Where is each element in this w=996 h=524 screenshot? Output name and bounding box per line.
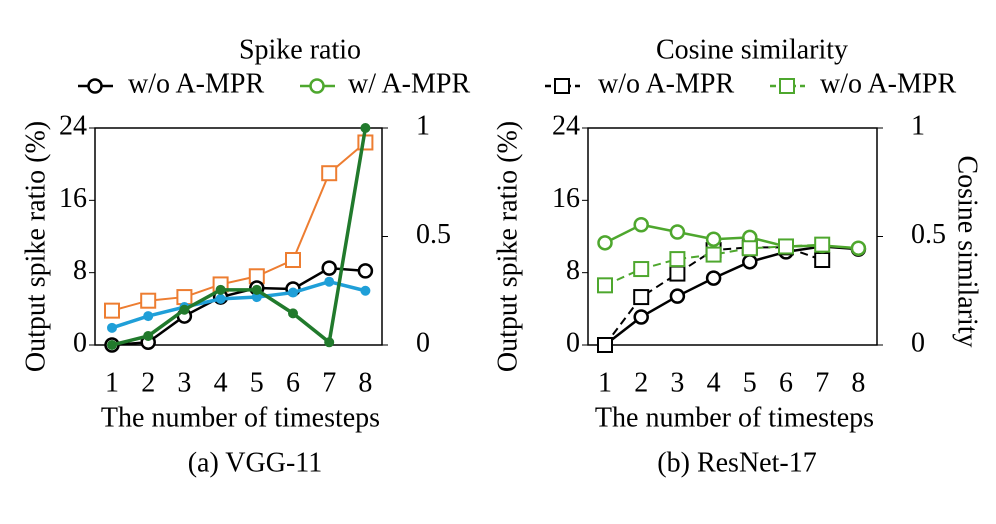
plot-frame — [587, 127, 878, 346]
x-tick-label: 5 — [743, 367, 757, 398]
x-axis-label: The number of timesteps — [595, 402, 874, 433]
marker — [309, 78, 325, 94]
marker — [360, 285, 371, 296]
marker — [705, 246, 722, 263]
marker — [288, 287, 298, 298]
marker — [850, 240, 867, 257]
x-tick-label: 3 — [177, 367, 191, 398]
y-tick-label: 0 — [73, 327, 87, 358]
y2-axis-label: Cosine similarity — [952, 155, 983, 347]
marker — [669, 265, 686, 282]
legend-title: Cosine similarity — [656, 34, 848, 65]
x-axis-label: The number of timesteps — [101, 402, 380, 433]
y2-tick-label: 1 — [911, 110, 925, 141]
marker — [104, 302, 120, 319]
marker — [179, 304, 190, 315]
y2-tick-label: 0.5 — [911, 219, 946, 250]
marker — [324, 276, 335, 287]
y-tick-label: 0 — [566, 327, 580, 358]
marker — [215, 293, 226, 304]
marker — [554, 78, 570, 94]
marker — [814, 236, 831, 253]
marker — [288, 308, 298, 319]
y2-tick-label: 0 — [911, 327, 925, 358]
marker — [742, 254, 758, 270]
x-tick-label: 8 — [851, 367, 865, 398]
y-tick-label: 24 — [59, 110, 87, 141]
marker — [107, 340, 117, 350]
marker — [669, 288, 686, 304]
chart-title: (a) VGG-11 — [188, 447, 323, 478]
marker — [143, 330, 154, 341]
x-tick-label: 7 — [322, 367, 336, 398]
marker — [321, 165, 338, 182]
marker — [140, 292, 157, 309]
marker — [597, 337, 613, 353]
marker — [778, 238, 794, 255]
marker — [705, 231, 722, 247]
x-tick-label: 2 — [141, 367, 155, 398]
marker — [705, 270, 722, 286]
marker — [633, 216, 649, 233]
legend-label: w/o A-MPR — [598, 68, 734, 99]
marker — [633, 309, 649, 325]
y2-tick-label: 1 — [416, 110, 430, 141]
marker — [669, 224, 686, 240]
marker — [251, 292, 262, 303]
x-tick-label: 1 — [598, 367, 612, 398]
marker — [251, 284, 262, 295]
legend-title: Spike ratio — [239, 34, 361, 65]
marker — [107, 322, 117, 333]
marker — [215, 284, 226, 295]
marker — [633, 289, 650, 306]
legend-label: w/ A-MPR — [348, 68, 470, 99]
x-tick-label: 3 — [670, 367, 684, 398]
marker — [360, 123, 371, 133]
x-tick-label: 5 — [250, 367, 264, 398]
chart-title: (b) ResNet-17 — [657, 447, 816, 478]
marker — [321, 260, 337, 276]
marker — [176, 289, 193, 306]
marker — [814, 252, 831, 269]
y2-tick-label: 0 — [416, 327, 430, 358]
marker — [324, 337, 335, 348]
marker — [633, 261, 650, 278]
marker — [669, 251, 686, 268]
marker — [87, 78, 103, 94]
y-axis-label: Output spike ratio (%) — [492, 121, 523, 372]
y-tick-label: 8 — [73, 255, 87, 286]
marker — [357, 263, 374, 279]
series-line — [111, 127, 368, 347]
marker — [597, 235, 613, 251]
marker — [143, 311, 154, 322]
x-tick-label: 4 — [707, 367, 721, 398]
y-tick-label: 8 — [566, 255, 580, 286]
y-tick-label: 16 — [552, 183, 580, 214]
plot-frame — [94, 127, 383, 346]
x-tick-label: 7 — [815, 367, 829, 398]
marker — [597, 277, 613, 294]
x-tick-label: 4 — [214, 367, 228, 398]
y-axis-label: Output spike ratio (%) — [20, 121, 51, 372]
legend-label: w/o A-MPR — [820, 68, 956, 99]
marker — [285, 252, 301, 269]
y2-tick-label: 0.5 — [416, 219, 451, 250]
marker — [741, 240, 758, 257]
y-tick-label: 24 — [552, 110, 580, 141]
x-tick-label: 2 — [634, 367, 648, 398]
marker — [779, 78, 795, 94]
x-tick-label: 8 — [358, 367, 372, 398]
y-tick-label: 16 — [59, 183, 87, 214]
x-tick-label: 6 — [286, 367, 300, 398]
legend-label: w/o A-MPR — [128, 68, 264, 99]
x-tick-label: 6 — [779, 367, 793, 398]
x-tick-label: 1 — [105, 367, 119, 398]
series-line — [111, 279, 366, 330]
